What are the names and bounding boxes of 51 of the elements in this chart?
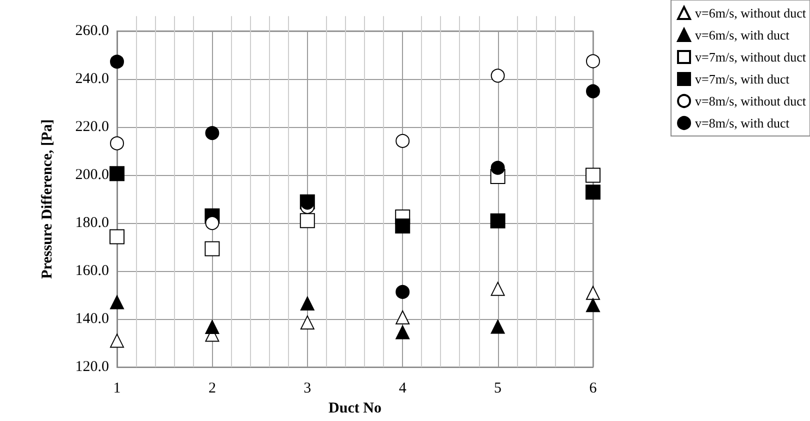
point: [490, 320, 505, 334]
x-tick-label: 4: [398, 380, 407, 397]
point: [110, 166, 124, 182]
x-axis-title: Duct No: [328, 400, 382, 416]
legend-label: v=7m/s, without duct: [695, 50, 806, 64]
x-tick-label: 2: [208, 380, 216, 397]
point: [205, 320, 220, 334]
x-tick-label: 3: [304, 380, 312, 397]
x-tick-label: 5: [494, 380, 502, 397]
point: [396, 284, 410, 299]
y-tick-label: 140.0: [75, 311, 109, 328]
point: [204, 241, 220, 256]
point: [110, 136, 124, 150]
point: [110, 54, 124, 69]
y-tick-label: 160.0: [75, 263, 109, 280]
y-tick-label: 220.0: [75, 119, 109, 136]
y-tick-label: 240.0: [75, 71, 109, 88]
point: [586, 184, 600, 200]
point: [490, 282, 505, 296]
point: [490, 160, 505, 175]
point: [110, 229, 124, 244]
x-tick-label: 6: [589, 380, 598, 397]
point: [110, 334, 124, 348]
point: [396, 134, 410, 148]
point: [396, 325, 410, 340]
y-tick-label: 120.0: [75, 359, 109, 376]
legend-label: v=7m/s, with duct: [695, 72, 790, 86]
point: [395, 218, 410, 234]
y-axis-title: Pressure Difference, [Pa]: [40, 119, 56, 279]
y-tick-label: 200.0: [75, 167, 109, 184]
legend-label: v=8m/s, with duct: [695, 116, 790, 130]
point: [586, 84, 600, 98]
point: [110, 295, 124, 310]
point: [490, 213, 506, 228]
point: [396, 310, 410, 324]
legend-label: v=6m/s, with duct: [695, 28, 790, 42]
x-tick-label: 1: [113, 380, 121, 397]
legend-label: v=6m/s, without duct: [695, 6, 806, 20]
point: [300, 315, 314, 330]
point: [586, 298, 600, 312]
point: [586, 54, 600, 68]
point: [300, 213, 315, 228]
point: [490, 68, 505, 83]
y-tick-label: 180.0: [75, 215, 109, 232]
legend-label: v=8m/s, without duct: [695, 94, 806, 108]
point: [300, 296, 314, 310]
point: [205, 216, 220, 230]
y-tick-label: 260.0: [75, 23, 109, 39]
point: [586, 168, 600, 183]
point: [205, 126, 220, 140]
point: [586, 286, 600, 300]
